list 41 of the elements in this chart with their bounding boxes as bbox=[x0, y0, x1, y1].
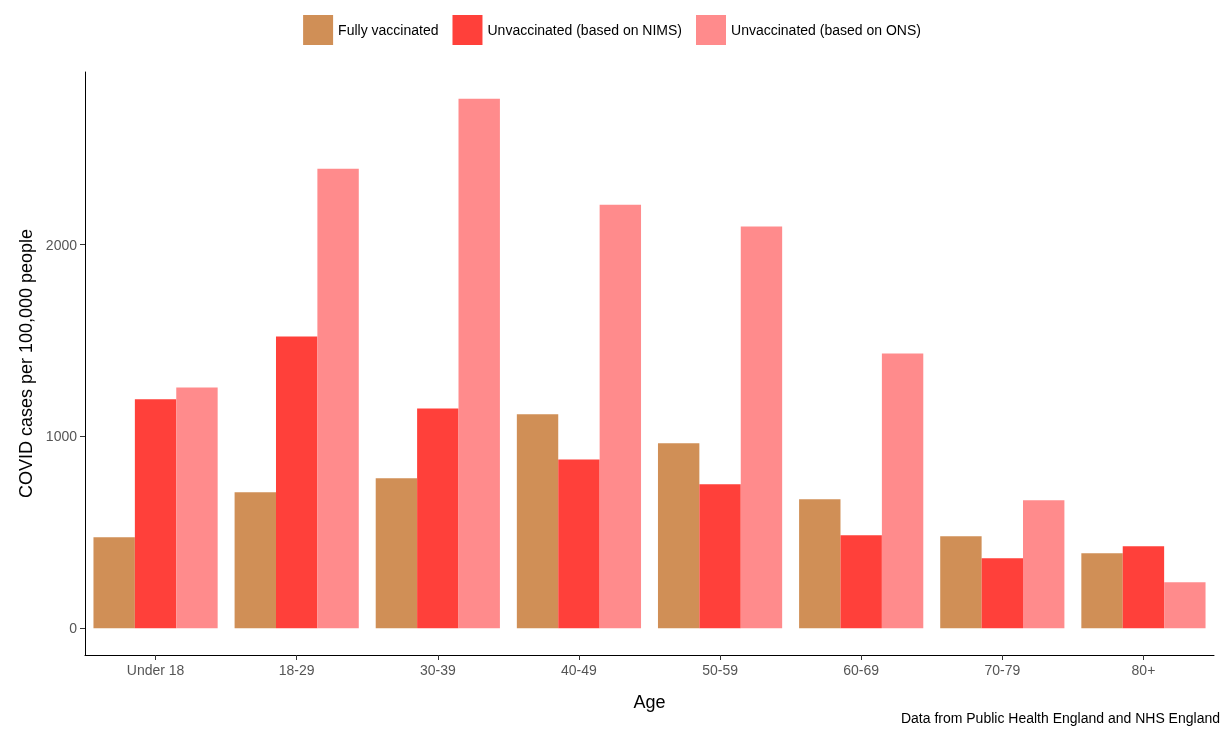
bar bbox=[558, 459, 600, 629]
bar bbox=[375, 478, 418, 629]
bar bbox=[940, 536, 982, 629]
legend-label: Unvaccinated (based on ONS) bbox=[731, 22, 921, 38]
bar bbox=[657, 443, 700, 629]
bar bbox=[740, 226, 783, 629]
x-tick-label: 30-39 bbox=[419, 662, 456, 678]
legend-label: Unvaccinated (based on NIMS) bbox=[487, 22, 683, 38]
bar bbox=[1122, 546, 1165, 629]
y-tick-label: 1000 bbox=[45, 428, 78, 445]
text: Data from Public Health England and NHS England bbox=[900, 710, 1220, 726]
bar bbox=[317, 168, 359, 629]
bar bbox=[1081, 553, 1123, 629]
bar bbox=[234, 492, 276, 629]
x-tick-label: 50-59 bbox=[702, 662, 739, 678]
bar bbox=[599, 204, 642, 629]
bar bbox=[881, 353, 924, 629]
x-axis-title: Age bbox=[633, 692, 666, 712]
bar bbox=[1164, 582, 1206, 629]
bar bbox=[134, 399, 177, 629]
x-tick-label: 70-79 bbox=[984, 662, 1021, 678]
bar bbox=[840, 535, 882, 629]
bar bbox=[981, 558, 1024, 629]
x-tick-label: Under 18 bbox=[126, 662, 185, 678]
bar bbox=[417, 408, 459, 629]
y-tick-label: 0 bbox=[69, 620, 78, 637]
bar bbox=[699, 484, 741, 629]
bar bbox=[1023, 500, 1065, 629]
x-tick-label: 40-49 bbox=[561, 662, 598, 678]
legend-label: Fully vaccinated bbox=[338, 22, 439, 38]
bar bbox=[516, 414, 559, 629]
x-tick-label: 80+ bbox=[1131, 662, 1156, 678]
bar bbox=[176, 387, 218, 629]
y-axis-title: COVID cases per 100,000 people bbox=[15, 228, 36, 499]
y-tick-label: 2000 bbox=[45, 236, 78, 253]
bar bbox=[458, 98, 500, 629]
x-tick-label: 18-29 bbox=[278, 662, 315, 678]
bar bbox=[93, 537, 135, 629]
bar bbox=[799, 499, 841, 629]
bar bbox=[275, 336, 318, 629]
x-tick-label: 60-69 bbox=[843, 662, 880, 678]
